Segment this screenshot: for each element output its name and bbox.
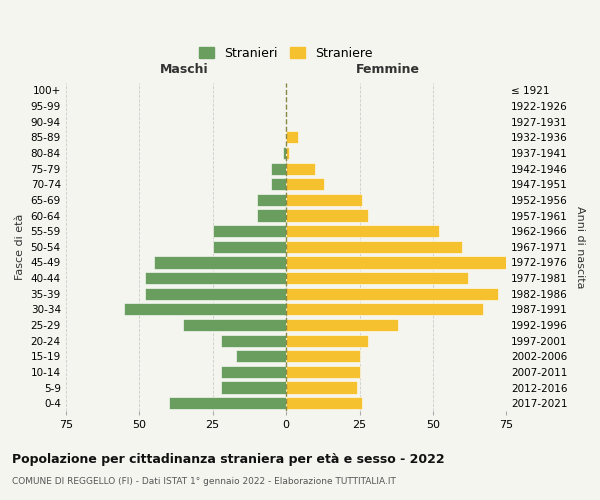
Bar [286, 350, 359, 362]
Bar [183, 319, 286, 331]
Bar [145, 272, 286, 284]
Bar [212, 225, 286, 237]
Bar [286, 210, 368, 222]
Bar [286, 272, 468, 284]
Bar [212, 240, 286, 253]
Bar [221, 366, 286, 378]
Bar [286, 194, 362, 206]
Bar [286, 225, 439, 237]
Bar [271, 162, 286, 174]
Bar [257, 210, 286, 222]
Bar [286, 162, 316, 174]
Bar [286, 147, 289, 159]
Bar [286, 178, 324, 190]
Bar [286, 240, 463, 253]
Bar [286, 334, 368, 346]
Bar [286, 319, 398, 331]
Bar [286, 256, 506, 268]
Bar [286, 288, 497, 300]
Bar [286, 366, 359, 378]
Bar [271, 178, 286, 190]
Y-axis label: Fasce di età: Fasce di età [15, 214, 25, 280]
Text: Femmine: Femmine [355, 63, 419, 76]
Text: COMUNE DI REGGELLO (FI) - Dati ISTAT 1° gennaio 2022 - Elaborazione TUTTITALIA.I: COMUNE DI REGGELLO (FI) - Dati ISTAT 1° … [12, 478, 396, 486]
Bar [145, 288, 286, 300]
Text: Popolazione per cittadinanza straniera per età e sesso - 2022: Popolazione per cittadinanza straniera p… [12, 452, 445, 466]
Legend: Stranieri, Straniere: Stranieri, Straniere [196, 43, 377, 64]
Bar [236, 350, 286, 362]
Bar [257, 194, 286, 206]
Y-axis label: Anni di nascita: Anni di nascita [575, 206, 585, 288]
Text: Maschi: Maschi [160, 63, 209, 76]
Bar [169, 397, 286, 409]
Bar [283, 147, 286, 159]
Bar [286, 132, 298, 143]
Bar [286, 382, 356, 394]
Bar [221, 334, 286, 346]
Bar [221, 382, 286, 394]
Bar [124, 304, 286, 316]
Bar [286, 397, 362, 409]
Bar [286, 304, 483, 316]
Bar [154, 256, 286, 268]
